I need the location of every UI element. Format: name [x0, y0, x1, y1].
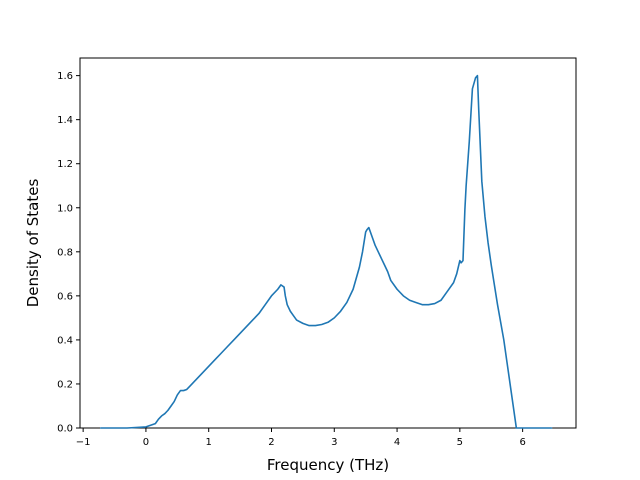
y-tick-label: 1.2	[57, 159, 73, 170]
axes-frame	[79, 57, 577, 429]
x-tick-label: 1	[206, 437, 212, 448]
y-tick-label: 0.0	[57, 424, 73, 435]
x-tick-label: 4	[394, 437, 400, 448]
y-tick-label: 1.0	[57, 203, 73, 214]
x-tick-label: 0	[143, 437, 149, 448]
x-tick-label: −1	[76, 437, 91, 448]
dos-line	[99, 74, 553, 429]
x-axis-ticks: −1 0 1 2 3 4 5 6	[76, 428, 526, 448]
y-tick-label: 0.6	[57, 291, 73, 302]
x-tick-label: 6	[519, 437, 525, 448]
x-tick-label: 2	[268, 437, 274, 448]
x-axis-label: Frequency (THz)	[267, 456, 389, 474]
y-axis-ticks: 0.0 0.2 0.4 0.6 0.8 1.0 1.2 1.4 1.6	[57, 71, 80, 435]
y-tick-label: 0.4	[57, 335, 73, 346]
y-tick-label: 1.6	[57, 71, 73, 82]
series-layer	[99, 74, 553, 429]
plot-area	[79, 57, 577, 429]
y-tick-label: 1.4	[57, 115, 73, 126]
y-axis-label: Density of States	[24, 179, 42, 308]
x-tick-label: 3	[331, 437, 337, 448]
y-tick-label: 0.2	[57, 379, 73, 390]
x-tick-label: 5	[457, 437, 463, 448]
y-tick-label: 0.8	[57, 247, 73, 258]
